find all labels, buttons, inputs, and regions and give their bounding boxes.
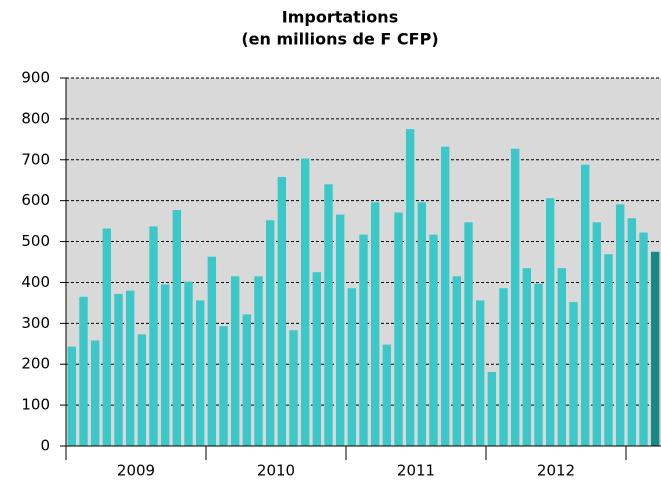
bar — [125, 290, 135, 446]
bar — [359, 234, 368, 446]
bar — [137, 334, 147, 446]
bar — [102, 228, 112, 446]
bar — [277, 176, 287, 446]
x-group-label: 2010 — [257, 462, 295, 480]
bar — [347, 288, 357, 446]
bar — [79, 296, 88, 446]
x-group-label: 2012 — [537, 462, 575, 480]
bar — [312, 272, 322, 446]
bar — [265, 220, 275, 446]
bar — [230, 276, 240, 446]
bar — [67, 346, 77, 446]
bar — [394, 212, 403, 446]
bar — [650, 251, 660, 446]
bar — [324, 184, 333, 447]
bar — [114, 293, 123, 446]
bar — [545, 198, 555, 446]
bar — [464, 222, 473, 446]
bar — [499, 288, 508, 446]
bar — [452, 276, 462, 446]
bar — [627, 218, 637, 446]
bar — [604, 254, 613, 446]
bar — [557, 268, 567, 446]
bar — [440, 146, 450, 446]
bar — [90, 340, 100, 446]
bar — [370, 202, 380, 446]
x-group-label: 2011 — [397, 462, 435, 480]
y-tick-label: 300 — [21, 314, 50, 332]
bar — [219, 326, 228, 446]
y-tick-label: 600 — [21, 191, 50, 209]
bar — [615, 204, 625, 446]
y-tick-label: 800 — [21, 109, 50, 127]
bar — [639, 232, 648, 446]
bar — [522, 268, 532, 446]
bar — [487, 371, 497, 446]
chart-subtitle: (en millions de F CFP) — [241, 30, 438, 49]
bar — [300, 158, 310, 446]
bar — [382, 344, 392, 446]
bar — [254, 276, 263, 446]
bar — [534, 283, 543, 446]
bar — [417, 202, 427, 446]
bar — [429, 234, 438, 446]
y-tick-label: 0 — [40, 437, 50, 455]
y-tick-label: 500 — [21, 232, 50, 250]
bar — [207, 256, 217, 446]
bar — [569, 302, 578, 446]
bar — [335, 214, 345, 446]
bar — [149, 226, 158, 446]
x-group-label: 2009 — [117, 462, 155, 480]
bar — [289, 330, 298, 446]
bar — [510, 148, 520, 446]
y-tick-label: 900 — [21, 69, 50, 87]
y-tick-label: 400 — [21, 273, 50, 291]
y-tick-label: 100 — [21, 396, 50, 414]
y-tick-label: 700 — [21, 150, 50, 168]
bar — [160, 284, 170, 446]
bar — [242, 314, 252, 446]
bar — [195, 300, 205, 446]
bar — [184, 281, 193, 446]
bar — [405, 129, 415, 446]
bar — [172, 210, 182, 446]
chart-title: Importations — [282, 8, 398, 27]
bar — [592, 222, 602, 446]
bar — [580, 164, 590, 446]
bar — [475, 300, 485, 446]
y-tick-label: 200 — [21, 355, 50, 373]
